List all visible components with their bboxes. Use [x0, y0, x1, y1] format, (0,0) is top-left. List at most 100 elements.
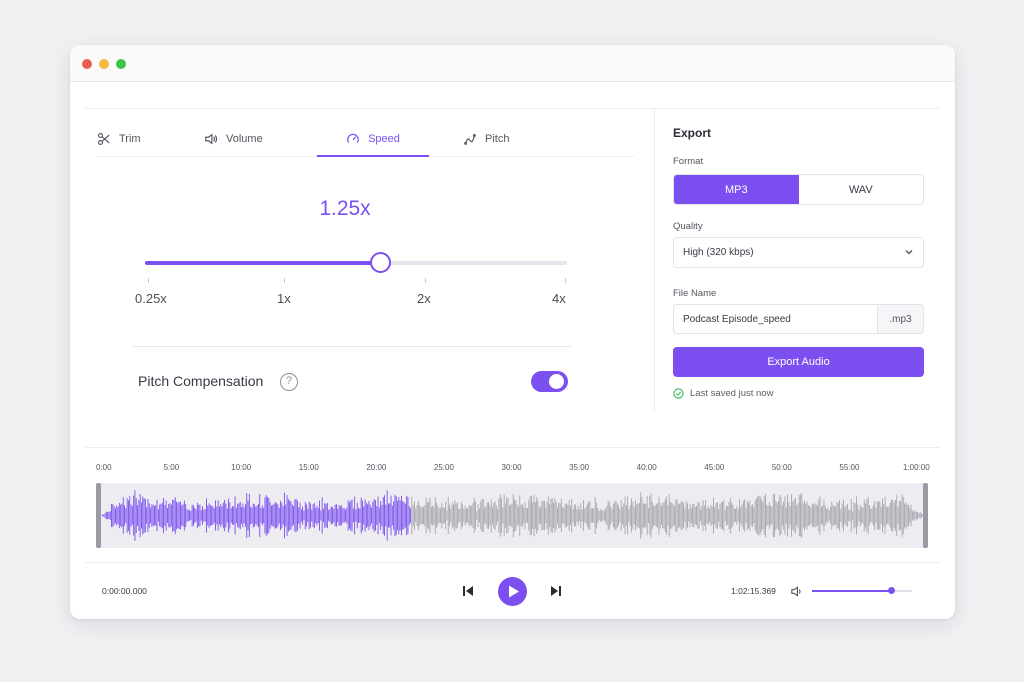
waveform-bar: [134, 490, 136, 541]
waveform-bar: [627, 496, 629, 535]
waveform-bar: [779, 495, 781, 537]
waveform-bar: [844, 507, 846, 524]
waveform-bar: [464, 505, 466, 526]
waveform-bar: [274, 502, 276, 529]
waveform-bar: [797, 502, 799, 529]
minimize-window-button[interactable]: [99, 59, 109, 69]
waveform-bar: [685, 500, 687, 531]
waveform-bar: [616, 503, 618, 528]
waveform-bar: [585, 506, 587, 525]
waveform-bar: [469, 506, 471, 525]
waveform-bar: [125, 508, 127, 523]
waveform-bar: [505, 503, 506, 528]
waveform-bar: [234, 496, 236, 535]
waveform-bar: [883, 504, 885, 527]
waveform-bar: [341, 505, 343, 526]
export-audio-button[interactable]: Export Audio: [673, 347, 924, 377]
trim-handle-end[interactable]: [923, 483, 928, 548]
waveform-bar: [346, 507, 348, 524]
waveform-bar: [603, 510, 605, 521]
waveform-bar: [206, 498, 207, 533]
waveform-bar: [570, 506, 571, 526]
waveform-bar: [117, 506, 119, 525]
pitch-compensation-toggle[interactable]: [531, 371, 568, 392]
speed-value: 1.25x: [319, 197, 371, 220]
waveform-bar: [884, 496, 886, 535]
waveform-bar: [372, 501, 374, 530]
help-icon[interactable]: ?: [280, 373, 298, 391]
waveform-bar: [103, 514, 105, 517]
waveform-bar: [281, 502, 283, 529]
waveform-bar: [293, 506, 294, 525]
waveform-bar: [215, 500, 216, 531]
waveform-bar: [628, 508, 630, 523]
waveform-bar: [246, 493, 248, 538]
waveform-bar: [909, 508, 911, 523]
waveform-bar: [922, 514, 924, 517]
waveform-bar: [455, 503, 457, 528]
tab-pitch[interactable]: Pitch: [463, 120, 553, 157]
waveform-bar: [814, 503, 816, 528]
waveform-bar: [837, 503, 839, 528]
trim-handle-start[interactable]: [96, 483, 101, 548]
waveform-bar: [202, 506, 203, 525]
waveform-bar: [427, 502, 428, 529]
waveform-bar: [789, 506, 791, 525]
title-bar: [70, 45, 955, 82]
waveform-bar: [493, 502, 495, 529]
play-button[interactable]: [498, 577, 527, 606]
volume-slider-thumb[interactable]: [888, 587, 895, 594]
waveform-bar: [445, 501, 447, 530]
waveform-bar: [172, 499, 174, 532]
speed-slider-thumb[interactable]: [370, 252, 391, 273]
skip-forward-icon[interactable]: [549, 584, 563, 598]
waveform-bar: [217, 500, 219, 531]
quality-select[interactable]: High (320 kbps): [673, 237, 924, 268]
tab-trim[interactable]: Trim: [97, 120, 187, 157]
waveform-bar: [502, 507, 504, 524]
waveform-bar: [571, 498, 573, 533]
close-window-button[interactable]: [82, 59, 92, 69]
waveform-bar: [416, 505, 418, 526]
format-mp3-button[interactable]: MP3: [674, 175, 799, 204]
tab-volume[interactable]: Volume: [204, 120, 294, 157]
waveform-bar: [841, 503, 843, 528]
tab-speed[interactable]: Speed: [317, 120, 429, 157]
waveform-bar: [490, 498, 492, 533]
maximize-window-button[interactable]: [116, 59, 126, 69]
waveform-bar: [378, 507, 380, 524]
waveform-bar: [463, 508, 465, 523]
format-wav-button[interactable]: WAV: [848, 183, 873, 196]
waveform-bar: [278, 507, 280, 524]
filename-input[interactable]: Podcast Episode_speed: [673, 304, 877, 334]
waveform-bar: [120, 504, 122, 527]
waveform-bar: [481, 499, 483, 532]
waveform-bar: [384, 495, 385, 536]
volume-icon[interactable]: [790, 585, 803, 598]
waveform-bar: [579, 509, 580, 522]
waveform-bar: [850, 499, 852, 532]
waveform-bar: [897, 506, 899, 525]
waveform-bar: [848, 509, 850, 522]
waveform-bar: [486, 502, 488, 529]
ruler-tick-label: 15:00: [298, 463, 319, 472]
waveform-bar: [308, 501, 310, 530]
waveform-bar: [319, 500, 320, 531]
waveform-bar: [330, 506, 332, 525]
waveform-bar: [177, 502, 179, 529]
waveform-bar: [588, 501, 590, 530]
chevron-down-icon: [905, 250, 913, 255]
waveform-bar: [818, 499, 820, 532]
waveform-bar: [811, 503, 813, 528]
waveform-bar: [801, 493, 803, 538]
waveform-bar: [404, 503, 406, 528]
waveform-bar: [666, 496, 668, 535]
waveform-bar: [767, 506, 769, 525]
waveform-bar: [180, 501, 181, 530]
skip-back-icon[interactable]: [461, 584, 475, 598]
waveform-bar: [137, 505, 138, 526]
waveform-bar: [430, 506, 432, 525]
waveform-bar: [636, 504, 638, 527]
waveform-bar: [724, 509, 726, 522]
waveform-bar: [472, 502, 474, 529]
